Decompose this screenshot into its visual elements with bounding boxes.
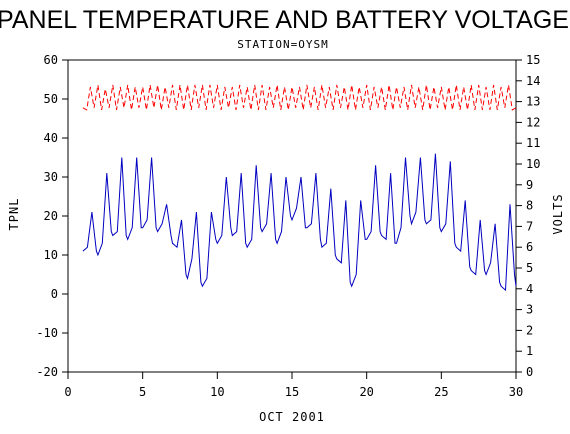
y-left-tick-label: 20	[44, 209, 58, 223]
y-left-tick-label: -20	[36, 365, 58, 379]
y-left-tick-label: 50	[44, 92, 58, 106]
series-line-right-axis	[82, 84, 517, 111]
y-right-tick-label: 1	[526, 344, 533, 358]
y-left-tick-label: -10	[36, 326, 58, 340]
x-axis-ticks: 0 5 10 15 20 25 30	[64, 372, 523, 399]
x-tick-label: 30	[509, 385, 523, 399]
y-right-tick-label: 2	[526, 323, 533, 337]
x-tick-label: 0	[64, 385, 71, 399]
y-left-axis-label: TPNL	[7, 198, 21, 231]
y-right-tick-label: 14	[526, 74, 540, 88]
y-right-tick-label: 15	[526, 53, 540, 67]
x-tick-label: 15	[285, 385, 299, 399]
y-right-tick-label: 10	[526, 157, 540, 171]
x-tick-label: 5	[139, 385, 146, 399]
plot-frame	[67, 59, 517, 373]
y-right-tick-label: 11	[526, 136, 540, 150]
y-left-tick-label: 30	[44, 170, 58, 184]
y-right-tick-label: 5	[526, 261, 533, 275]
x-tick-label: 25	[434, 385, 448, 399]
y-right-tick-label: 13	[526, 95, 540, 109]
y-right-tick-label: 4	[526, 282, 533, 296]
y-left-axis-ticks: -20 -10 0 10 20 30 40 50 60	[36, 53, 68, 379]
y-right-tick-label: 7	[526, 219, 533, 233]
y-left-tick-label: 40	[44, 131, 58, 145]
y-left-tick-label: 10	[44, 248, 58, 262]
y-right-tick-label: 6	[526, 240, 533, 254]
y-right-tick-label: 12	[526, 115, 540, 129]
y-right-tick-label: 0	[526, 365, 533, 379]
x-tick-label: 10	[210, 385, 224, 399]
y-right-axis-label: VOLTS	[551, 193, 565, 234]
y-left-tick-label: 60	[44, 53, 58, 67]
y-left-tick-label: 0	[51, 287, 58, 301]
x-axis-label: OCT 2001	[259, 410, 325, 424]
series-line-left-axis	[82, 153, 517, 292]
y-right-tick-label: 9	[526, 178, 533, 192]
x-tick-label: 20	[359, 385, 373, 399]
chart-title: PANEL TEMPERATURE AND BATTERY VOLTAGE	[0, 6, 569, 34]
y-right-tick-label: 8	[526, 199, 533, 213]
y-right-tick-label: 3	[526, 303, 533, 317]
chart-subtitle: STATION=OYSM	[237, 38, 328, 51]
series-group	[82, 84, 517, 292]
